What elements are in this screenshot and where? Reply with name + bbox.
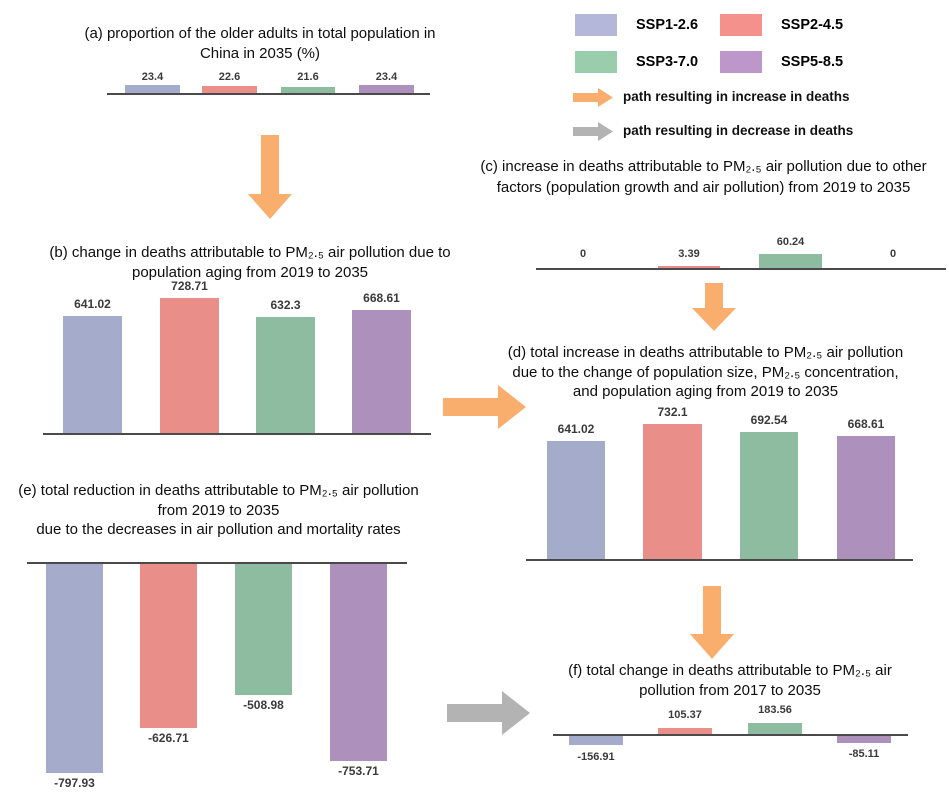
bar-value-label: 632.3 (270, 298, 301, 312)
bar-e-ssp3 (235, 564, 292, 695)
bar-b-ssp5 (352, 310, 411, 433)
panel-d-axis (526, 559, 913, 561)
bar-b-ssp1 (63, 316, 122, 433)
bar-value-label: 641.02 (557, 422, 595, 436)
bar-value-label: -156.91 (577, 751, 615, 763)
bar-d-ssp1 (547, 441, 605, 559)
panel-a-axis (107, 93, 430, 95)
panel-c-title: (c) increase in deaths attributable to P… (480, 158, 927, 196)
bar-f-ssp2 (658, 728, 712, 734)
bar-f-ssp3 (748, 723, 802, 734)
bar-value-label: 21.6 (297, 71, 319, 83)
legend-label-ssp1: SSP1-2.6 (636, 17, 699, 33)
bar-a-ssp1 (125, 85, 180, 93)
bar-value-label: 728.71 (171, 279, 208, 293)
bar-value-label: 668.61 (847, 417, 885, 431)
panel-b-axis (43, 433, 431, 435)
panel-f-title: (f) total change in deaths attributable … (568, 662, 892, 699)
bar-value-label: 105.37 (668, 709, 702, 721)
panel-c-axis (536, 268, 946, 270)
bar-value-label: 183.56 (758, 704, 792, 716)
panel-b-title: (b) change in deaths attributable to PM₂… (49, 244, 451, 281)
bar-value-label: 732.1 (657, 405, 688, 419)
bar-f-ssp1 (569, 736, 623, 745)
bar-value-label: -797.93 (54, 776, 95, 790)
bar-c-ssp2 (658, 266, 720, 268)
panel-d-title: (d) total increase in deaths attributabl… (507, 344, 904, 400)
legend-swatch-ssp3 (575, 51, 617, 73)
legend-decrease-label: path resulting in decrease in deaths (623, 123, 854, 138)
bar-d-ssp5 (837, 436, 895, 559)
legend-swatch-ssp2 (720, 14, 762, 36)
panel-e-axis (27, 562, 407, 564)
legend-label-ssp3: SSP3-7.0 (636, 54, 699, 70)
bar-value-label: 0 (889, 248, 897, 260)
bar-f-ssp5 (837, 736, 891, 743)
legend-increase-label: path resulting in increase in deaths (623, 89, 850, 104)
bar-e-ssp2 (140, 564, 197, 728)
bar-value-label: 641.02 (74, 297, 111, 311)
bar-value-label: -85.11 (848, 748, 880, 760)
bar-value-label: -508.98 (243, 698, 284, 712)
panel-e-title: (e) total reduction in deaths attributab… (18, 482, 419, 538)
legend-swatch-ssp5 (720, 51, 762, 73)
bar-a-ssp3 (281, 87, 335, 93)
bar-a-ssp2 (202, 86, 257, 93)
bar-value-label: 692.54 (750, 413, 788, 427)
bar-value-label: 668.61 (363, 291, 400, 305)
bar-d-ssp3 (740, 432, 798, 559)
bar-b-ssp2 (160, 298, 219, 433)
bar-e-ssp5 (330, 564, 387, 761)
legend-label-ssp5: SSP5-8.5 (781, 54, 844, 70)
bar-c-ssp3 (759, 254, 822, 268)
bar-e-ssp1 (46, 564, 103, 773)
bar-value-label: -753.71 (338, 764, 379, 778)
bar-value-label: 23.4 (375, 71, 398, 83)
bar-value-label: 60.24 (776, 236, 805, 248)
legend-swatch-ssp1 (575, 14, 617, 36)
bar-value-label: 3.39 (678, 248, 700, 260)
panel-a-title: (a) proportion of the older adults in to… (84, 25, 436, 62)
bar-d-ssp2 (643, 424, 702, 559)
bar-a-ssp5 (359, 85, 414, 93)
bar-value-label: 23.4 (141, 71, 164, 83)
bar-value-label: -626.71 (148, 731, 189, 745)
legend-label-ssp2: SSP2-4.5 (781, 17, 844, 33)
bar-value-label: 0 (579, 248, 587, 260)
bar-b-ssp3 (256, 317, 315, 433)
panel-f-axis (553, 734, 908, 736)
bar-value-label: 22.6 (218, 71, 241, 83)
